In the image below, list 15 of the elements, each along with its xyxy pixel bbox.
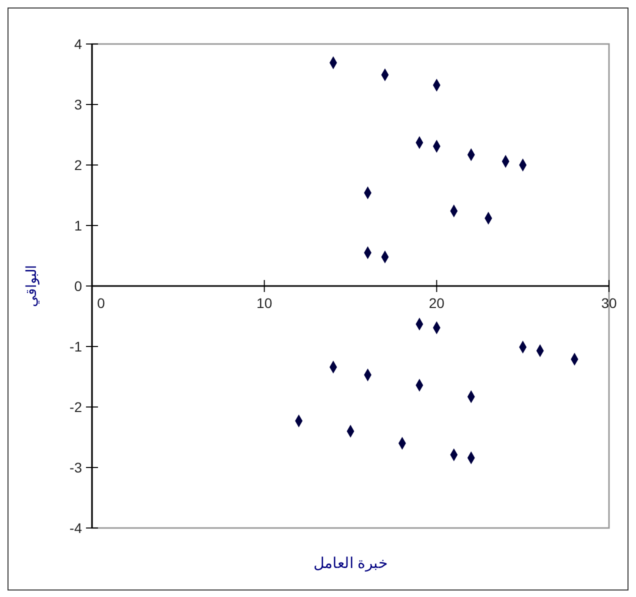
x-tick-label: 30 — [601, 295, 617, 311]
y-tick-label: -1 — [70, 338, 82, 354]
x-tick-label: 0 — [97, 295, 106, 311]
y-axis-title: البواقي — [23, 265, 40, 307]
x-axis-title: خبرة العامل — [313, 555, 388, 572]
y-tick-label: -3 — [70, 459, 82, 476]
y-tick-label: -4 — [70, 520, 82, 536]
y-tick-label: 3 — [74, 96, 82, 112]
y-tick-label: 2 — [74, 156, 82, 173]
y-tick-label: 1 — [74, 217, 82, 234]
y-tick-label: -2 — [70, 398, 82, 415]
x-tick-label: 20 — [428, 295, 445, 311]
y-tick-label: 4 — [74, 36, 82, 52]
x-tick-label: 10 — [256, 295, 272, 311]
y-tick-label: 0 — [74, 278, 82, 294]
